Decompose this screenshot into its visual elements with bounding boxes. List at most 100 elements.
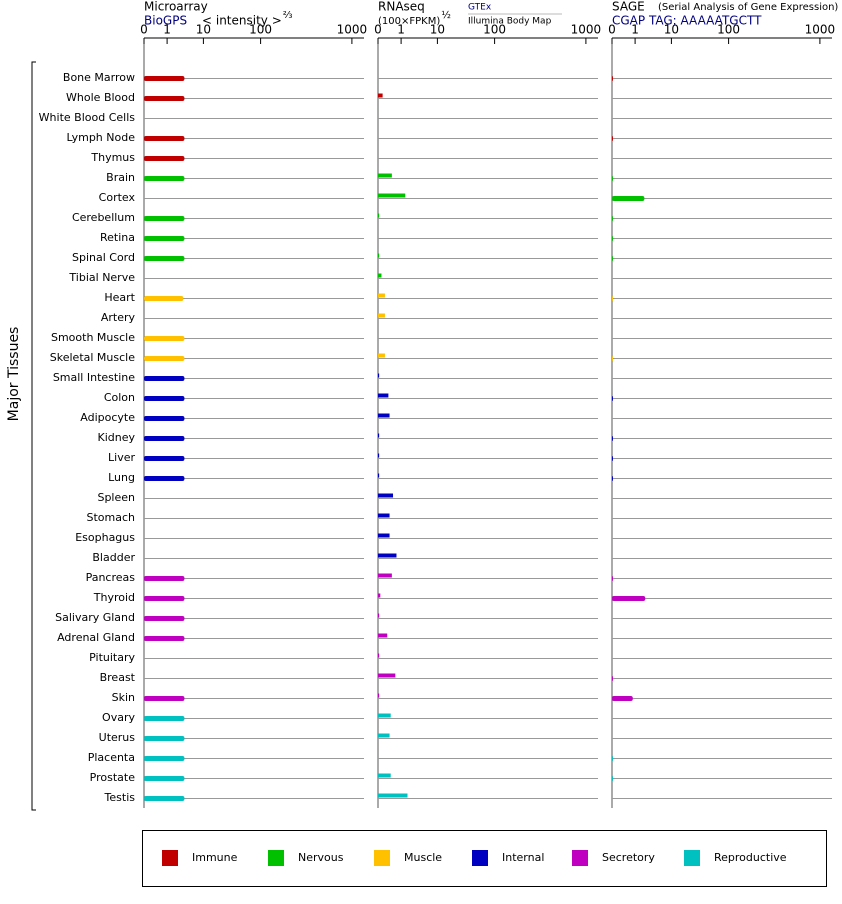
tissue-label: Liver	[108, 451, 135, 464]
source: Illumina Body Map	[468, 17, 552, 27]
x-tick-label: 1000	[571, 23, 602, 37]
tissue-label: Cortex	[99, 191, 136, 204]
panel-title: SAGE	[612, 0, 645, 14]
bar	[144, 576, 185, 581]
tissue-label: Salivary Gland	[55, 611, 135, 624]
tissue-label: Cerebellum	[72, 211, 135, 224]
tissue-label: Adrenal Gland	[57, 631, 135, 644]
bar	[144, 236, 185, 241]
bar	[378, 733, 390, 738]
bar	[144, 336, 185, 341]
bar	[378, 473, 380, 478]
bar	[378, 453, 380, 458]
bar	[612, 596, 646, 601]
x-tick-label: 1	[163, 23, 171, 37]
legend-label: Secretory	[602, 851, 655, 864]
bar	[144, 96, 185, 101]
bar	[612, 756, 613, 761]
bar	[378, 173, 392, 178]
axis-exponent: ⅔	[283, 10, 293, 21]
bar	[378, 273, 382, 278]
panel-subtitle: BioGPS	[144, 14, 187, 28]
panel-note: (Serial Analysis of Gene Expression)	[658, 2, 838, 13]
bar	[378, 593, 381, 598]
bar	[144, 696, 185, 701]
tissue-label: Uterus	[99, 731, 136, 744]
bar	[144, 476, 185, 481]
legend-box	[142, 830, 827, 887]
tissue-label: Prostate	[90, 771, 136, 784]
axis-label: (100×FPKM)	[378, 16, 440, 27]
x-tick-label: 100	[483, 23, 506, 37]
tissue-label: Smooth Muscle	[51, 331, 135, 344]
bar	[612, 236, 613, 241]
bar	[378, 713, 391, 718]
tissue-label: Placenta	[88, 751, 135, 764]
tissue-label: Bone Marrow	[63, 71, 135, 84]
legend-swatch	[374, 850, 390, 866]
bar	[144, 416, 185, 421]
bar	[378, 253, 380, 258]
bar	[144, 716, 185, 721]
bar	[612, 436, 613, 441]
bar	[612, 676, 613, 681]
bar	[144, 776, 185, 781]
x-tick-label: 100	[249, 23, 272, 37]
bar	[378, 513, 390, 518]
x-tick-label: 0	[140, 23, 148, 37]
bar	[612, 476, 613, 481]
x-tick-label: 10	[196, 23, 211, 37]
bar	[612, 356, 613, 361]
legend-label: Reproductive	[714, 851, 787, 864]
bar	[144, 636, 185, 641]
bar	[378, 693, 380, 698]
bar	[378, 393, 389, 398]
bar	[144, 376, 185, 381]
source: GTEx	[468, 3, 492, 13]
tissue-label: Kidney	[97, 431, 135, 444]
bar	[378, 213, 380, 218]
bar	[144, 756, 185, 761]
tissue-label: Retina	[100, 231, 135, 244]
bar	[144, 256, 185, 261]
bar	[144, 176, 185, 181]
legend-swatch	[162, 850, 178, 866]
x-tick-label: 100	[717, 23, 740, 37]
bar	[378, 433, 380, 438]
tissue-label: Tibial Nerve	[68, 271, 135, 284]
bar	[144, 356, 185, 361]
tissue-label: Spleen	[97, 491, 135, 504]
bar	[144, 156, 185, 161]
x-tick-label: 10	[664, 23, 679, 37]
tissue-label: Brain	[106, 171, 135, 184]
tissue-label: Pancreas	[86, 571, 136, 584]
bar	[612, 256, 613, 261]
bar	[612, 576, 613, 581]
tissue-label: Stomach	[86, 511, 135, 524]
tissue-label: Testis	[104, 791, 136, 804]
bar	[144, 616, 185, 621]
tissue-label: Whole Blood	[66, 91, 135, 104]
legend-swatch	[268, 850, 284, 866]
bar	[378, 313, 385, 318]
bar	[612, 456, 613, 461]
tissue-label: Artery	[101, 311, 136, 324]
x-tick-label: 0	[374, 23, 382, 37]
tissue-label: Esophagus	[75, 531, 135, 544]
bar	[378, 613, 380, 618]
bar	[378, 353, 385, 358]
legend-label: Immune	[192, 851, 238, 864]
bar	[144, 296, 184, 301]
bar	[144, 596, 185, 601]
bar	[378, 413, 390, 418]
legend-swatch	[472, 850, 488, 866]
tissue-label: Thymus	[90, 151, 135, 164]
bar	[378, 573, 392, 578]
tissue-label: Lung	[108, 471, 135, 484]
legend-label: Muscle	[404, 851, 442, 864]
bar	[144, 136, 185, 141]
legend-label: Internal	[502, 851, 544, 864]
x-tick-label: 1	[631, 23, 639, 37]
bar	[612, 696, 633, 701]
